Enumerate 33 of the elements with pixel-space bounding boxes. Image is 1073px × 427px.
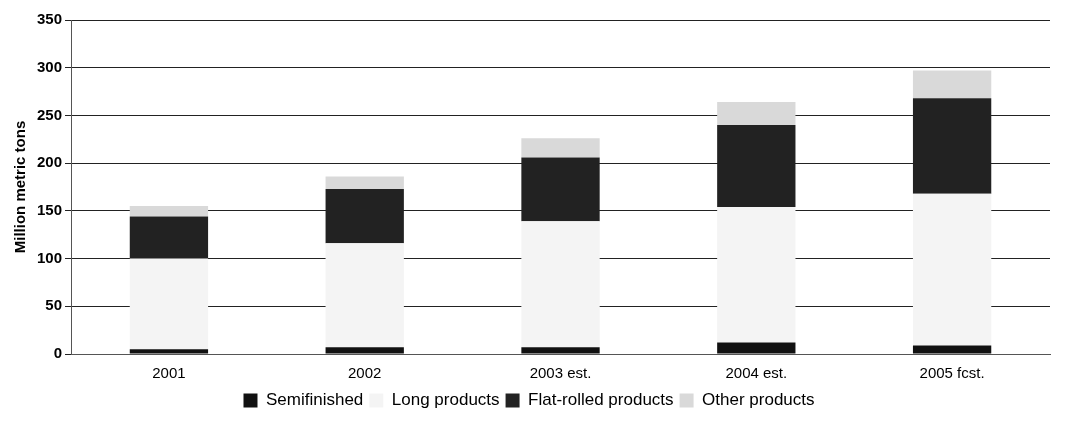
legend-label: Flat-rolled products xyxy=(528,390,674,410)
bar xyxy=(521,221,600,348)
bar xyxy=(521,138,600,158)
legend-label: Long products xyxy=(391,390,500,410)
y-tick-label: 250 xyxy=(37,105,63,123)
y-tick-label: 50 xyxy=(45,296,63,314)
y-tick-label: 200 xyxy=(37,153,63,171)
bar xyxy=(717,207,796,343)
legend-label: Semifinished xyxy=(265,390,364,410)
bar xyxy=(325,176,404,189)
legend-label: Other products xyxy=(702,390,815,410)
bar xyxy=(912,345,992,354)
x-tick-label: 2005 fcst. xyxy=(919,364,985,382)
x-tick-label: 2004 est. xyxy=(725,364,788,382)
bar xyxy=(129,349,209,354)
bar xyxy=(325,243,404,348)
bar xyxy=(717,102,796,125)
bar xyxy=(325,347,404,354)
y-tick-label: 100 xyxy=(37,248,63,266)
y-tick-label: 0 xyxy=(53,344,63,362)
bar xyxy=(912,70,992,99)
x-tick-label: 2001 xyxy=(152,364,186,382)
x-tick-label: 2003 est. xyxy=(529,364,592,382)
y-tick-label: 150 xyxy=(37,201,63,218)
bar xyxy=(912,193,992,346)
bar xyxy=(717,342,796,354)
x-tick-label: 2002 xyxy=(348,364,382,382)
y-tick-label: 300 xyxy=(37,57,63,75)
bar xyxy=(129,206,209,217)
bar xyxy=(129,258,209,350)
bar xyxy=(521,347,600,354)
y-tick-label: 350 xyxy=(37,10,63,28)
y-axis-title: Million metric tons xyxy=(11,120,29,254)
